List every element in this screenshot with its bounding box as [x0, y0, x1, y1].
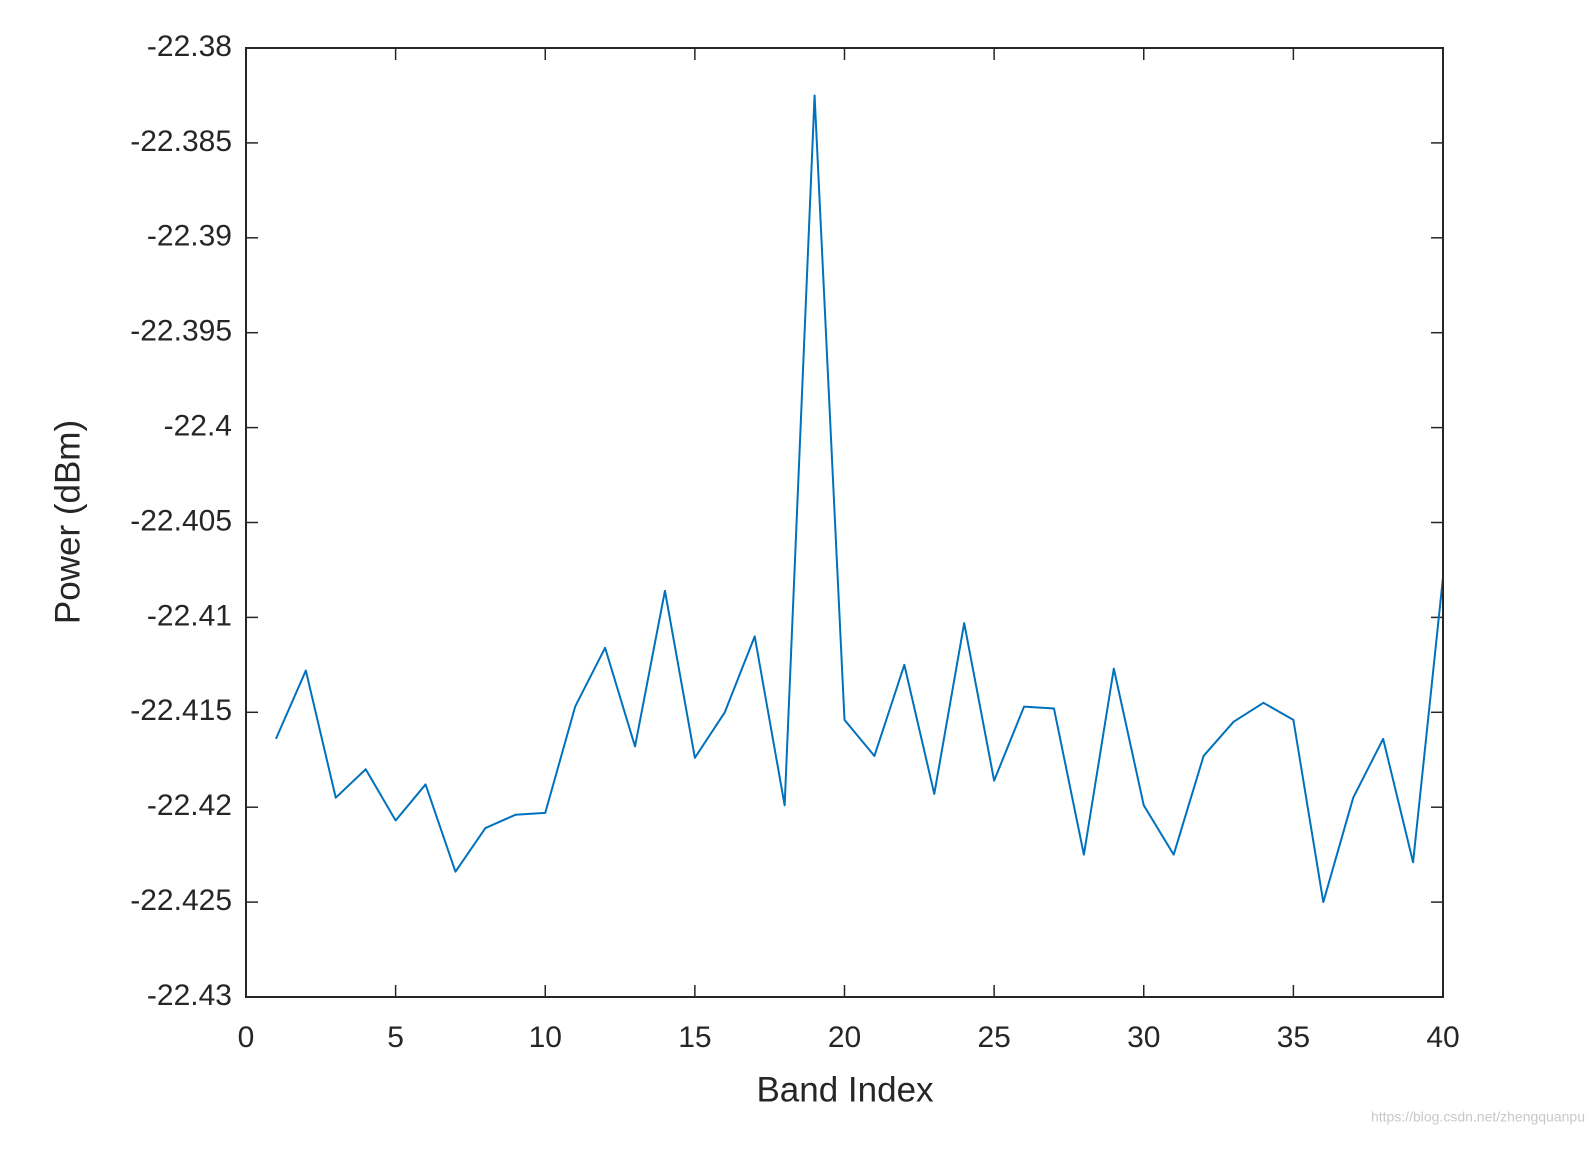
y-tick-label: -22.43 — [147, 979, 232, 1012]
y-tick-label: -22.4 — [164, 410, 232, 443]
y-tick-label: -22.405 — [130, 504, 232, 537]
y-tick-label: -22.39 — [147, 220, 232, 253]
y-tick-label: -22.385 — [130, 125, 232, 158]
axes-box — [245, 47, 1444, 998]
x-tick-label: 15 — [678, 1021, 711, 1054]
y-tick-label: -22.425 — [130, 884, 232, 917]
data-line — [275, 94, 1444, 904]
x-tick-label: 25 — [977, 1021, 1010, 1054]
plot-area — [246, 48, 1443, 997]
x-tick-label: 0 — [238, 1021, 255, 1054]
x-axis-label: Band Index — [756, 1070, 934, 1109]
x-tick-label: 30 — [1127, 1021, 1160, 1054]
y-tick-label: -22.42 — [147, 789, 232, 822]
x-tick-label: 10 — [529, 1021, 562, 1054]
x-tick-label: 20 — [828, 1021, 861, 1054]
y-axis-label: Power (dBm) — [48, 420, 87, 624]
y-tick-label: -22.395 — [130, 315, 232, 348]
y-tick-label: -22.415 — [130, 694, 232, 727]
x-tick-label: 40 — [1426, 1021, 1459, 1054]
watermark: https://blog.csdn.net/zhengquanpu — [1371, 1109, 1585, 1125]
x-tick-label: 35 — [1277, 1021, 1310, 1054]
y-tick-label: -22.38 — [147, 30, 232, 63]
y-tick-label: -22.41 — [147, 599, 232, 632]
x-tick-label: 5 — [387, 1021, 404, 1054]
